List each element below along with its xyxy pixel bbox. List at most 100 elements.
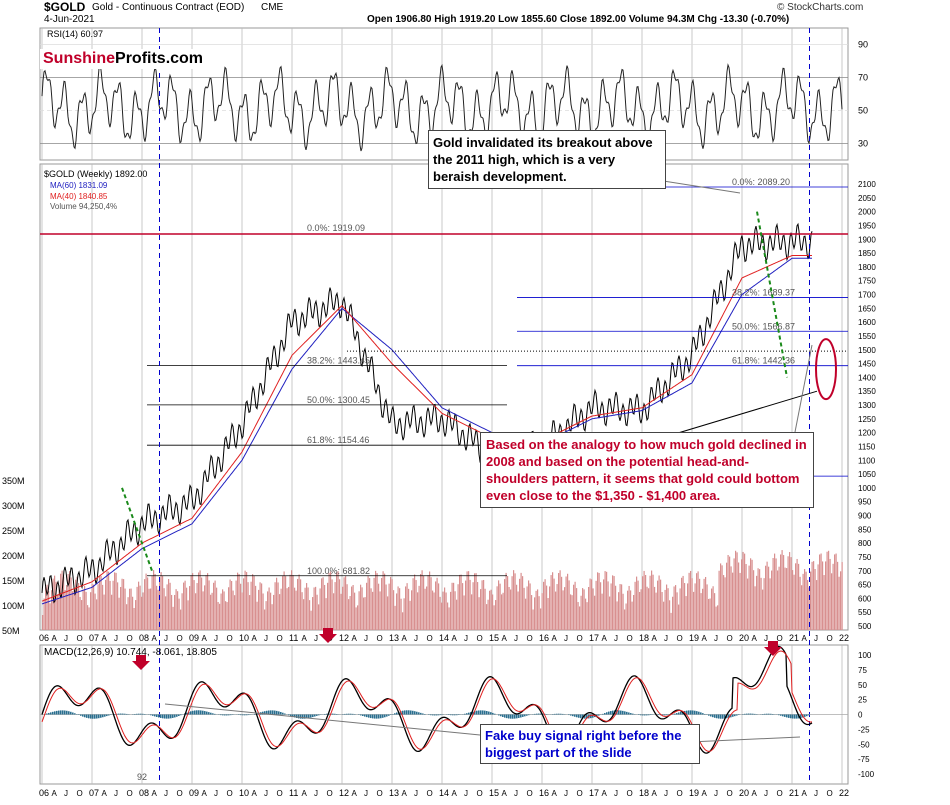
price-tick-label: 600: [858, 594, 872, 603]
volume-bar: [192, 573, 193, 630]
volume-bar: [360, 585, 361, 630]
macd-histogram-bar: [622, 711, 624, 715]
macd-histogram-bar: [68, 711, 70, 714]
volume-bar: [317, 595, 318, 630]
macd-histogram-bar: [624, 711, 626, 714]
x-tick-label-bottom: O: [127, 789, 133, 798]
macd-tick-label: 75: [858, 666, 867, 675]
x-tick-label-top: J: [514, 634, 518, 643]
volume-bar: [753, 570, 754, 630]
volume-bar: [200, 570, 201, 630]
volume-bar: [626, 604, 627, 630]
volume-bar: [113, 581, 114, 630]
volume-bar: [680, 588, 681, 630]
macd-histogram-bar: [318, 715, 320, 716]
volume-bar: [267, 591, 268, 630]
volume-bar: [663, 602, 664, 630]
volume-bar: [638, 581, 639, 630]
volume-bar: [246, 572, 247, 630]
volume-bar: [500, 584, 501, 630]
macd-histogram-bar: [692, 710, 694, 714]
x-tick-label-top: 06: [39, 633, 49, 643]
x-tick-label-bottom: A: [152, 789, 158, 798]
volume-bar: [665, 590, 666, 630]
rsi-tick-label: 30: [858, 139, 868, 149]
macd-histogram-bar: [698, 712, 700, 715]
volume-bar: [399, 588, 400, 630]
volume-bar: [279, 594, 280, 630]
volume-bar: [450, 592, 451, 630]
volume-bar: [75, 580, 76, 630]
x-tick-label-bottom: A: [502, 789, 508, 798]
x-tick-label-bottom: J: [214, 789, 218, 798]
macd-histogram-bar: [206, 712, 208, 715]
macd-histogram-bar: [54, 711, 56, 714]
macd-histogram-bar: [482, 710, 484, 714]
volume-bar: [428, 575, 429, 630]
x-tick-label-top: A: [252, 634, 258, 643]
volume-bar: [107, 571, 108, 630]
volume-bar: [350, 596, 351, 630]
volume-bar: [755, 586, 756, 630]
macd-histogram-bar: [124, 714, 126, 715]
logo-part1: Sunshine: [43, 50, 115, 67]
volume-bar: [774, 554, 775, 630]
macd-histogram-bar: [374, 715, 376, 719]
x-tick-label-bottom: A: [752, 789, 758, 798]
x-tick-label-top: J: [814, 634, 818, 643]
volume-bar: [491, 590, 492, 630]
volume-bar: [656, 593, 657, 630]
x-tick-label-bottom: 08: [139, 788, 149, 798]
volume-bar: [456, 600, 457, 630]
breakout-pointer: [657, 180, 740, 193]
volume-bar: [545, 579, 546, 630]
volume-bar: [821, 554, 822, 630]
volume-bar: [570, 594, 571, 630]
volume-bar: [146, 574, 147, 630]
volume-bar: [444, 587, 445, 630]
volume-bar: [620, 584, 621, 630]
volume-bar: [309, 600, 310, 630]
macd-histogram-bar: [678, 712, 680, 714]
volume-bar: [554, 579, 555, 630]
macd-histogram-bar: [384, 715, 386, 718]
x-tick-label-bottom: O: [177, 789, 183, 798]
macd-histogram-bar: [576, 715, 578, 718]
volume-bar: [383, 571, 384, 630]
volume-bar: [668, 588, 669, 630]
macd-histogram-bar: [194, 710, 196, 714]
volume-bar: [99, 575, 100, 630]
macd-histogram-bar: [352, 714, 354, 715]
macd-histogram-bar: [240, 715, 242, 716]
macd-histogram-bar: [604, 713, 606, 714]
volume-bar: [666, 585, 667, 630]
x-tick-label-top: 19: [689, 633, 699, 643]
volume-bar: [503, 593, 504, 630]
volume-bar: [542, 593, 543, 630]
volume-bar: [348, 599, 349, 630]
volume-tick-label: 250M: [2, 526, 25, 536]
volume-bar: [794, 575, 795, 630]
volume-bar: [437, 578, 438, 630]
macd-histogram-bar: [690, 710, 692, 714]
volume-bar: [174, 595, 175, 630]
volume-bar: [242, 592, 243, 630]
x-tick-label-top: J: [114, 634, 118, 643]
volume-tick-label: 150M: [2, 576, 25, 586]
macd-histogram-bar: [502, 715, 504, 717]
macd-tick-label: -50: [858, 740, 870, 749]
volume-bar: [225, 601, 226, 630]
macd-tick-label: -25: [858, 725, 870, 734]
x-tick-label-bottom: J: [714, 789, 718, 798]
volume-bar: [60, 574, 61, 630]
volume-bar: [440, 597, 441, 630]
x-tick-label-top: A: [552, 634, 558, 643]
macd-tick-label: 0: [858, 711, 863, 720]
volume-bar: [501, 594, 502, 630]
volume-bar: [765, 566, 766, 630]
macd-histogram-bar: [350, 714, 352, 715]
volume-bar: [780, 554, 781, 630]
volume-bar: [510, 590, 511, 630]
volume-bar: [464, 595, 465, 630]
x-tick-label-top: J: [564, 634, 568, 643]
